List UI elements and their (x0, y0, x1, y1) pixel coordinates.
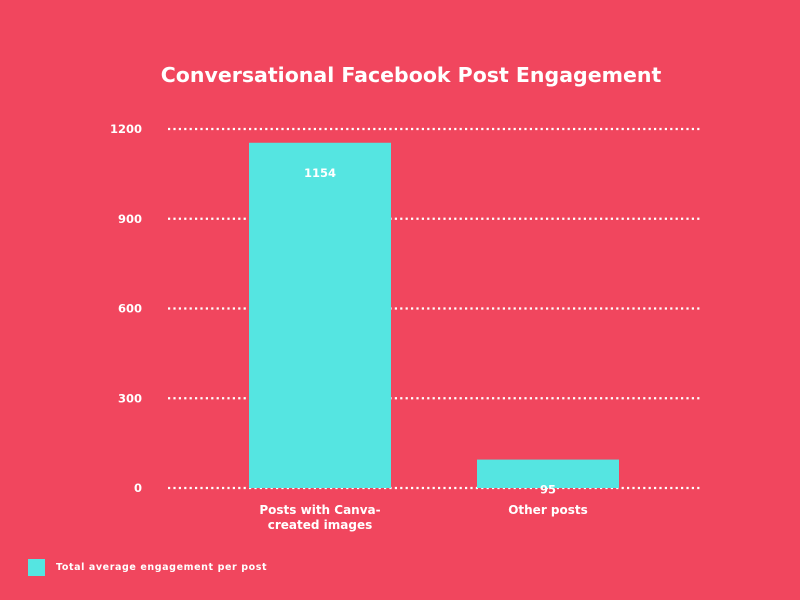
legend-swatch (28, 559, 45, 576)
data-label: 1154 (304, 166, 336, 180)
legend-label: Total average engagement per post (56, 562, 268, 573)
x-tick-label: Posts with Canva- (259, 503, 380, 517)
x-tick-label: created images (268, 518, 373, 532)
bar-2 (477, 459, 619, 488)
gridlines (168, 127, 702, 490)
bar-1 (249, 142, 391, 489)
x-axis-ticks: Posts with Canva-created images Other pos… (259, 503, 587, 532)
chart-title: Conversational Facebook Post Engagement (161, 63, 662, 87)
y-tick-label: 1200 (110, 122, 142, 136)
data-label: 95 (540, 483, 556, 497)
bars (249, 142, 619, 489)
y-tick-label: 0 (134, 481, 142, 495)
data-labels: 1154 95 (304, 166, 556, 497)
y-tick-label: 300 (118, 391, 142, 405)
legend: Total average engagement per post (28, 559, 267, 576)
y-axis-ticks: 0 300 600 900 1200 (110, 122, 142, 495)
y-tick-label: 600 (118, 302, 142, 316)
y-tick-label: 900 (118, 212, 142, 226)
x-tick-label: Other posts (508, 503, 588, 517)
